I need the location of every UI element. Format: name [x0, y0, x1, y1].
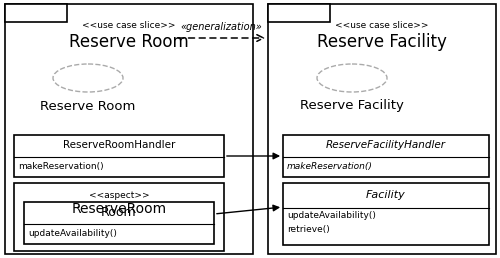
Bar — [268, 4, 496, 254]
Bar — [14, 135, 224, 177]
Text: «generalization»: «generalization» — [180, 22, 262, 32]
Bar — [5, 4, 253, 254]
Text: ReserveRoom: ReserveRoom — [72, 202, 166, 216]
Text: makeReservation(): makeReservation() — [18, 163, 103, 171]
Text: Room: Room — [101, 206, 137, 219]
Text: Reserve Facility: Reserve Facility — [300, 100, 404, 112]
Bar — [5, 4, 67, 22]
Text: ReserveFacilityHandler: ReserveFacilityHandler — [326, 140, 446, 150]
Bar — [268, 4, 330, 22]
Bar — [24, 202, 214, 244]
Text: <<aspect>>: <<aspect>> — [88, 190, 150, 199]
Text: updateAvailability(): updateAvailability() — [28, 229, 117, 238]
Text: makeReservation(): makeReservation() — [287, 163, 373, 171]
Text: <<use case slice>>: <<use case slice>> — [82, 21, 176, 30]
Text: Reserve Room: Reserve Room — [69, 33, 189, 51]
Text: updateAvailability(): updateAvailability() — [287, 211, 376, 220]
Text: <<use case slice>>: <<use case slice>> — [335, 21, 429, 30]
Bar — [283, 135, 489, 177]
Text: Reserve Facility: Reserve Facility — [317, 33, 447, 51]
Bar — [283, 183, 489, 245]
Bar — [14, 183, 224, 251]
Text: Facility: Facility — [366, 190, 406, 200]
Ellipse shape — [53, 64, 123, 92]
Text: ReserveRoomHandler: ReserveRoomHandler — [63, 140, 175, 150]
Text: retrieve(): retrieve() — [287, 225, 330, 234]
Text: Reserve Room: Reserve Room — [40, 100, 136, 112]
Ellipse shape — [317, 64, 387, 92]
